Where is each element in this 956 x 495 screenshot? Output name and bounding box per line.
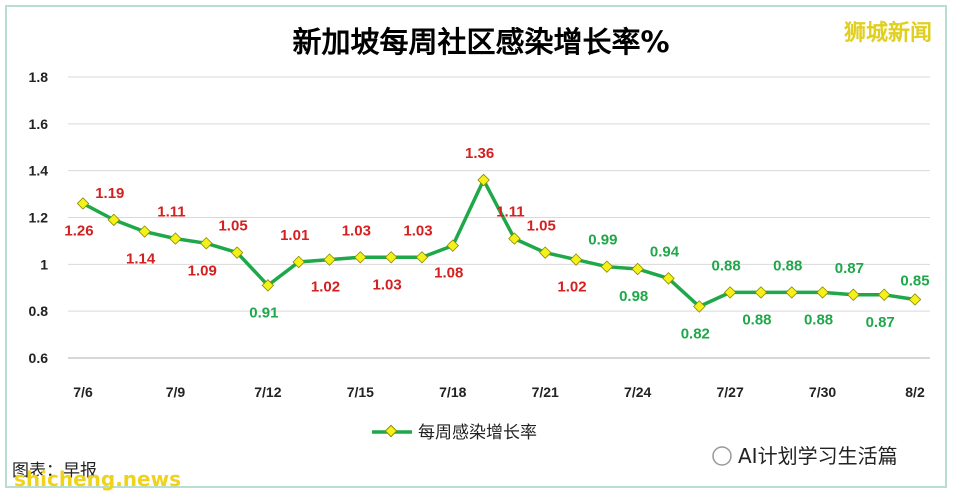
data-label: 1.09 (188, 262, 217, 279)
data-label: 0.87 (835, 260, 864, 277)
data-point (384, 251, 398, 264)
wechat-icon (712, 446, 732, 466)
data-label: 0.88 (712, 257, 741, 274)
x-tick-label: 7/18 (439, 384, 466, 400)
data-label: 0.88 (742, 311, 771, 328)
data-label: 1.05 (527, 218, 556, 235)
chart-title: 新加坡每周社区感染增长率% (292, 25, 669, 59)
data-label: 0.87 (866, 314, 895, 331)
x-tick-label: 7/9 (166, 384, 186, 400)
data-point (107, 213, 121, 227)
data-label: 1.05 (218, 218, 247, 235)
series-line (82, 176, 916, 309)
data-point (631, 262, 644, 276)
data-label: 1.36 (465, 145, 494, 162)
data-point (261, 279, 275, 292)
data-point (662, 272, 675, 285)
data-label: 1.03 (403, 222, 432, 239)
x-tick-label: 7/12 (254, 384, 281, 400)
x-tick-label: 7/30 (809, 384, 836, 400)
data-label: 0.85 (900, 272, 929, 289)
data-point (908, 293, 922, 306)
data-label: 1.02 (557, 279, 586, 296)
x-tick-label: 7/21 (532, 384, 559, 400)
data-label: 0.94 (650, 243, 680, 260)
data-point (847, 288, 860, 301)
legend-marker (384, 424, 398, 438)
data-point (477, 173, 490, 187)
data-point (508, 232, 521, 245)
y-tick-label: 1.6 (29, 116, 49, 132)
x-axis-ticks: 7/6 7/9 7/12 7/15 7/18 7/21 7/24 7/27 7/30 8/2 (73, 384, 925, 400)
y-tick-label: 1.4 (29, 163, 49, 179)
data-label: 0.88 (804, 311, 833, 328)
data-label: 1.26 (64, 222, 93, 239)
x-tick-label: 7/27 (716, 384, 743, 400)
data-point (76, 197, 90, 210)
y-axis-ticks: 0.6 0.8 1 1.2 1.4 1.6 1.8 (29, 69, 49, 366)
gridlines (68, 76, 930, 359)
data-label: 0.99 (588, 232, 617, 249)
data-point (230, 246, 244, 259)
data-label: 0.91 (249, 304, 278, 321)
data-point (723, 286, 737, 299)
data-label: 1.08 (434, 265, 463, 282)
brand-logo-text: 狮城新闻 (844, 20, 932, 46)
data-point (816, 286, 829, 299)
footer-source: 图表：早报 (12, 461, 97, 481)
data-point (693, 300, 706, 313)
data-label: 1.03 (342, 222, 371, 239)
data-point (415, 251, 429, 264)
data-point (785, 286, 798, 299)
data-label: 1.19 (95, 185, 124, 202)
data-label: 1.14 (126, 251, 156, 268)
data-labels: 1.26 1.19 1.14 1.11 1.09 1.05 0.91 1.01 1.02 1.03… (64, 145, 929, 342)
data-point (446, 239, 460, 252)
y-tick-label: 0.6 (29, 350, 49, 366)
data-point (354, 251, 367, 264)
legend-label: 每周感染增长率 (418, 423, 537, 443)
data-point (600, 260, 614, 273)
chart-frame (5, 5, 947, 488)
y-tick-label: 0.8 (29, 303, 49, 319)
y-tick-label: 1.2 (29, 210, 49, 226)
footer-watermark: shicheng.news (14, 467, 181, 491)
data-label: 1.03 (373, 276, 402, 293)
data-point (569, 253, 583, 266)
data-label: 1.11 (496, 204, 524, 221)
data-label: 1.02 (311, 279, 340, 296)
data-point (292, 255, 305, 269)
data-label: 0.82 (681, 325, 710, 342)
data-point (538, 246, 552, 259)
y-tick-label: 1 (40, 256, 48, 272)
data-label: 0.98 (619, 288, 648, 305)
data-label: 1.01 (280, 227, 309, 244)
data-point (169, 232, 182, 245)
data-label: 0.88 (773, 257, 802, 274)
watermark-text: AI计划学习生活篇 (738, 444, 898, 468)
watermark: AI计划学习生活篇 (712, 444, 898, 468)
data-label: 1.11 (157, 204, 185, 221)
data-point (877, 288, 891, 301)
x-tick-label: 7/15 (347, 384, 374, 400)
x-tick-label: 7/24 (624, 384, 651, 400)
data-point (200, 237, 213, 250)
x-tick-label: 8/2 (905, 384, 925, 400)
series-markers (76, 173, 922, 313)
data-point (323, 253, 336, 266)
data-point (754, 286, 768, 299)
y-tick-label: 1.8 (29, 69, 49, 85)
x-tick-label: 7/6 (73, 384, 93, 400)
legend: 每周感染增长率 (372, 423, 537, 443)
data-point (138, 225, 151, 238)
